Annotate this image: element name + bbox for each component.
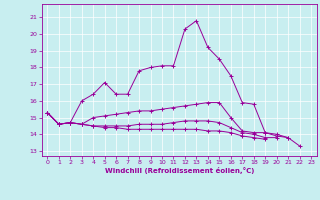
X-axis label: Windchill (Refroidissement éolien,°C): Windchill (Refroidissement éolien,°C) [105,167,254,174]
